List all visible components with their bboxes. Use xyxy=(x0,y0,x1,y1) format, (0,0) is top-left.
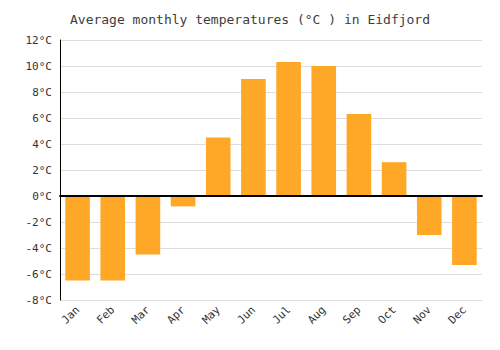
svg-text:-4°C: -4°C xyxy=(26,242,53,255)
svg-text:Mar: Mar xyxy=(129,303,152,326)
svg-text:4°C: 4°C xyxy=(32,138,52,151)
svg-text:12°C: 12°C xyxy=(26,34,53,47)
svg-text:10°C: 10°C xyxy=(26,60,53,73)
svg-text:Sep: Sep xyxy=(340,303,363,326)
svg-text:Apr: Apr xyxy=(164,303,187,326)
svg-text:-2°C: -2°C xyxy=(26,216,53,229)
svg-text:8°C: 8°C xyxy=(32,86,52,99)
svg-text:6°C: 6°C xyxy=(32,112,52,125)
svg-text:Nov: Nov xyxy=(411,303,434,326)
svg-text:2°C: 2°C xyxy=(32,164,52,177)
svg-text:-8°C: -8°C xyxy=(26,294,53,307)
svg-text:Oct: Oct xyxy=(375,303,398,326)
svg-text:May: May xyxy=(200,303,223,326)
svg-text:Feb: Feb xyxy=(94,303,117,326)
svg-text:-6°C: -6°C xyxy=(26,268,53,281)
svg-text:Jun: Jun xyxy=(235,303,258,326)
svg-text:Average monthly temperatures (: Average monthly temperatures (°C ) in Ei… xyxy=(70,12,430,27)
svg-text:Aug: Aug xyxy=(305,303,328,326)
svg-text:Jul: Jul xyxy=(270,303,293,326)
svg-text:Dec: Dec xyxy=(446,303,469,326)
svg-text:Jan: Jan xyxy=(59,303,82,326)
svg-text:0°C: 0°C xyxy=(32,190,52,203)
